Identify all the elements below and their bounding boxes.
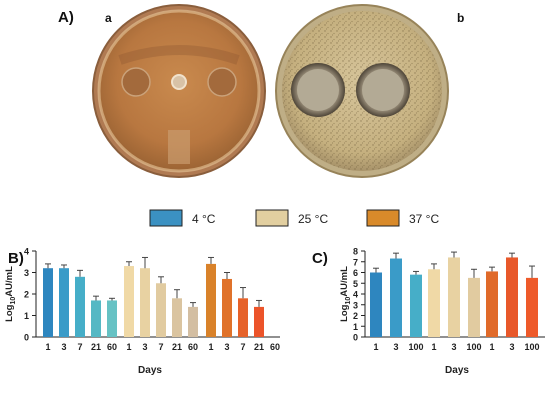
bar — [75, 276, 85, 337]
x-tick-label: 1 — [431, 342, 436, 352]
x-tick-label: 100 — [466, 342, 481, 352]
panel-label: C) — [312, 250, 328, 267]
bar — [410, 274, 422, 337]
y-tick-label: 2 — [24, 290, 29, 300]
y-tick-label: 4 — [353, 290, 358, 300]
bar — [172, 298, 182, 337]
x-tick-label: 100 — [408, 342, 423, 352]
bar — [59, 268, 69, 337]
plate-a-label: a — [105, 11, 112, 25]
x-tick-label: 1 — [208, 342, 213, 352]
legend-label: 25 °C — [298, 212, 328, 226]
y-tick-label: 1 — [24, 311, 29, 321]
y-tick-label: 5 — [353, 279, 358, 289]
x-tick-label: 1 — [45, 342, 50, 352]
plate-b-label: b — [457, 11, 464, 25]
bar — [124, 266, 134, 337]
x-tick-label: 21 — [172, 342, 182, 352]
y-axis-label: Log10AU/mL — [339, 266, 352, 322]
bar — [486, 271, 498, 337]
bar — [222, 278, 232, 337]
y-tick-label: 7 — [353, 257, 358, 267]
bar — [188, 306, 198, 337]
bar — [448, 257, 460, 337]
x-tick-label: 7 — [158, 342, 163, 352]
x-tick-label: 3 — [224, 342, 229, 352]
x-tick-label: 1 — [489, 342, 494, 352]
bar — [254, 306, 264, 337]
x-tick-label: 3 — [393, 342, 398, 352]
y-tick-label: 2 — [353, 311, 358, 321]
y-tick-label: 0 — [353, 333, 358, 343]
y-tick-label: 3 — [353, 300, 358, 310]
y-tick-label: 1 — [353, 322, 358, 332]
x-tick-label: 60 — [270, 342, 280, 352]
bar — [370, 272, 382, 337]
bar — [506, 257, 518, 337]
legend-swatch — [149, 209, 183, 227]
y-tick-label: 4 — [24, 247, 29, 257]
y-tick-label: 3 — [24, 268, 29, 278]
x-tick-label: 1 — [126, 342, 131, 352]
bar — [468, 277, 480, 337]
legend-swatch — [366, 209, 400, 227]
y-axis-label: Log10AU/mL — [4, 266, 17, 322]
agar-plate-b — [275, 4, 449, 178]
bar — [206, 263, 216, 337]
bar — [428, 269, 440, 337]
bar — [238, 298, 248, 337]
legend-label: 4 °C — [192, 212, 216, 226]
bar — [43, 268, 53, 337]
x-tick-label: 1 — [373, 342, 378, 352]
x-axis-label: Days — [445, 365, 469, 376]
bar — [91, 300, 101, 337]
panel-a-label: A) — [58, 9, 74, 26]
bar — [526, 277, 538, 337]
bar — [140, 268, 150, 337]
y-tick-label: 0 — [24, 333, 29, 343]
x-axis-label: Days — [138, 365, 162, 376]
x-tick-label: 7 — [77, 342, 82, 352]
x-tick-label: 3 — [142, 342, 147, 352]
chart-b: B) 0 1 2 3 4 Log10AU/mL Days 1 3 7 21 60 1 3 7 21 60 1 3 7 21… — [4, 247, 280, 377]
legend: 4 °C 25 °C 37 °C — [149, 209, 439, 227]
legend-label: 37 °C — [409, 212, 439, 226]
x-tick-label: 3 — [509, 342, 514, 352]
panel-label: B) — [8, 250, 24, 267]
bar — [390, 258, 402, 337]
x-tick-label: 21 — [91, 342, 101, 352]
x-tick-label: 60 — [107, 342, 117, 352]
x-tick-label: 60 — [188, 342, 198, 352]
x-tick-label: 21 — [254, 342, 264, 352]
x-tick-label: 3 — [61, 342, 66, 352]
x-tick-label: 100 — [524, 342, 539, 352]
bar — [107, 300, 117, 337]
x-tick-label: 3 — [451, 342, 456, 352]
y-tick-label: 6 — [353, 268, 358, 278]
legend-swatch — [255, 209, 289, 227]
agar-plate-a — [92, 4, 266, 178]
bar — [156, 283, 166, 337]
x-tick-label: 7 — [240, 342, 245, 352]
y-tick-label: 8 — [353, 247, 358, 257]
